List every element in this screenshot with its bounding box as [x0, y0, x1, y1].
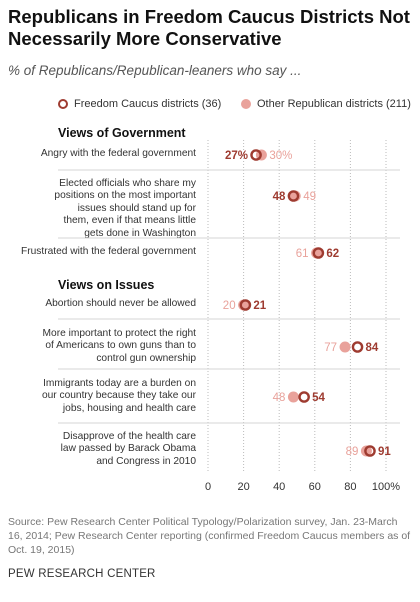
x-tick-label: 40	[273, 481, 285, 493]
legend-other-republican: Other Republican districts (211)	[241, 98, 411, 110]
row-label-elected-officials: Elected officials who share my positions…	[54, 178, 196, 239]
legend-other-label: Other Republican districts (211)	[257, 98, 411, 110]
dot-freedom-caucus	[312, 247, 325, 259]
source-note: Source: Pew Research Center Political Ty…	[8, 516, 411, 556]
row-label-immigrants: Immigrants today are a burden on our cou…	[41, 378, 196, 414]
x-tick-label: 20	[237, 481, 249, 493]
legend-freedom-marker	[58, 99, 68, 109]
row-label-abortion: Abortion should never be allowed	[45, 298, 196, 309]
section-views-of-government: Views of Government	[58, 126, 186, 140]
label-other-districts: 30%	[269, 150, 292, 162]
row-label-angry: Angry with the federal government	[40, 148, 196, 159]
label-other-districts: 48	[273, 392, 286, 404]
label-other-districts: 89	[346, 446, 359, 458]
legend-other-marker	[241, 99, 251, 109]
pew-research-center-logo: PEW RESEARCH CENTER	[8, 568, 156, 580]
x-tick-label: 0	[205, 481, 211, 493]
x-tick-label: 60	[309, 481, 321, 493]
label-freedom-caucus: 84	[366, 342, 379, 354]
label-other-districts: 20	[223, 300, 236, 312]
row-label-guns: More important to protect the right of A…	[42, 328, 196, 364]
label-freedom-caucus: 21	[253, 300, 266, 312]
label-freedom-caucus: 54	[312, 392, 325, 404]
label-freedom-caucus: 91	[378, 446, 391, 458]
legend-freedom-label: Freedom Caucus districts (36)	[74, 98, 222, 110]
chart-title: Republicans in Freedom Caucus Districts …	[8, 6, 410, 49]
dot-freedom-caucus	[364, 445, 376, 457]
section-views-on-issues: Views on Issues	[58, 278, 155, 292]
x-tick-label: 80	[344, 481, 356, 493]
dot-freedom-caucus	[287, 190, 300, 202]
x-tick-label: 100%	[372, 481, 400, 493]
dot-other-districts	[287, 391, 299, 403]
dot-other-districts	[339, 341, 351, 353]
chart-subtitle: % of Republicans/Republican-leaners who …	[8, 63, 302, 78]
legend-freedom-caucus: Freedom Caucus districts (36)	[58, 98, 221, 110]
dot-freedom-caucus	[239, 299, 252, 311]
dot-freedom-caucus	[351, 341, 364, 353]
dot-freedom-caucus	[250, 149, 262, 161]
label-freedom-caucus: 48	[273, 191, 286, 203]
dot-freedom-caucus	[298, 391, 310, 403]
row-label-health-care: Disapprove of the health care law passed…	[60, 431, 196, 467]
label-other-districts: 77	[324, 342, 337, 354]
row-label-frustrated: Frustrated with the federal government	[21, 246, 196, 257]
label-freedom-caucus: 62	[326, 248, 339, 260]
label-other-districts: 61	[296, 248, 309, 260]
label-freedom-caucus: 27%	[225, 150, 248, 162]
label-other-districts: 49	[303, 191, 316, 203]
